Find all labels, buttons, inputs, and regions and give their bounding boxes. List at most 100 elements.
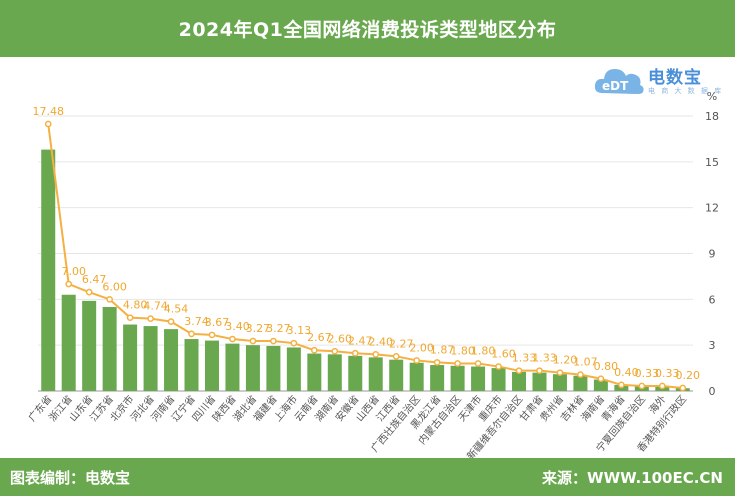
line-point xyxy=(270,337,277,345)
line-point xyxy=(147,315,154,322)
data-label: 3.40 xyxy=(225,320,250,333)
y-unit-label: % xyxy=(707,90,717,103)
line-point xyxy=(618,381,625,389)
data-label: 2.27 xyxy=(389,337,414,350)
data-label: 0.80 xyxy=(594,360,619,373)
line-point xyxy=(65,280,73,288)
data-label: 0.20 xyxy=(676,369,701,382)
line-point xyxy=(536,367,543,375)
line-point xyxy=(249,337,257,345)
data-label: 1.87 xyxy=(430,343,455,356)
line-point xyxy=(372,350,380,358)
data-label: 17.48 xyxy=(32,105,64,118)
line-point xyxy=(433,359,441,366)
y-tick-label: 18 xyxy=(705,110,719,123)
line-point xyxy=(44,120,52,128)
bar xyxy=(532,372,547,391)
y-tick-label: 6 xyxy=(709,293,716,306)
line-point xyxy=(351,349,359,357)
line-point xyxy=(495,363,502,370)
y-tick-label: 15 xyxy=(705,156,719,169)
line-point xyxy=(208,331,216,339)
line-point xyxy=(290,339,298,347)
line-point xyxy=(658,382,666,390)
y-tick-label: 12 xyxy=(705,202,719,215)
data-label: 2.67 xyxy=(307,331,332,344)
bar xyxy=(286,347,301,391)
svg-text:eDT: eDT xyxy=(602,79,629,93)
data-label: 3.27 xyxy=(246,322,271,335)
data-label: 1.80 xyxy=(471,345,496,358)
data-label: 2.00 xyxy=(409,341,434,354)
data-label: 0.40 xyxy=(614,366,639,379)
data-label: 7.00 xyxy=(61,265,86,278)
bar xyxy=(245,345,260,391)
data-label: 2.60 xyxy=(328,332,353,345)
bar xyxy=(225,343,240,391)
data-label: 3.74 xyxy=(184,315,209,328)
logo-text: 电数宝 xyxy=(648,68,702,88)
line-point xyxy=(310,346,318,354)
bar xyxy=(204,340,219,391)
data-label: 0.33 xyxy=(635,367,660,380)
y-tick-label: 3 xyxy=(709,339,716,352)
line-point xyxy=(85,288,93,296)
combo-chart: 0 3 6 9 12 15 18% 17.48 7.006.476.00 4.804.744.54… xyxy=(25,90,719,458)
logo: eDT 电数宝 电 商 大 数 据 库 xyxy=(592,59,732,101)
bar xyxy=(491,368,506,391)
bar xyxy=(409,362,424,391)
bar xyxy=(573,375,588,391)
bar xyxy=(368,357,383,391)
bar xyxy=(184,339,199,391)
data-label: 1.33 xyxy=(512,352,537,365)
data-label: 4.74 xyxy=(143,300,168,313)
cloud-logo-icon: eDT xyxy=(594,69,644,94)
bar xyxy=(430,365,445,391)
data-label: 1.80 xyxy=(450,345,475,358)
data-label: 3.67 xyxy=(205,316,230,329)
bar xyxy=(82,300,97,391)
line-point xyxy=(167,318,175,325)
series-line xyxy=(47,123,683,389)
data-label: 1.07 xyxy=(573,356,598,369)
line-point xyxy=(515,367,523,375)
line-point xyxy=(638,382,646,390)
data-label: 4.54 xyxy=(164,303,189,316)
footer-source: 来源：WWW.100EC.CN xyxy=(542,469,723,487)
line-point xyxy=(556,369,564,377)
bar xyxy=(123,324,138,391)
bar xyxy=(471,366,486,391)
data-label: 2.40 xyxy=(368,335,393,348)
y-tick-label: 9 xyxy=(709,248,716,261)
line-point xyxy=(454,360,461,367)
line-point xyxy=(597,375,605,383)
bar xyxy=(307,353,322,391)
data-label: 3.13 xyxy=(287,324,312,337)
bar xyxy=(348,355,363,391)
footer-credit: 图表编制：电数宝 xyxy=(10,469,131,487)
line-point xyxy=(331,347,339,355)
line-point xyxy=(392,352,400,360)
bar xyxy=(389,359,404,391)
bar xyxy=(143,326,158,391)
data-label: 0.33 xyxy=(655,367,680,380)
data-label: 2.47 xyxy=(348,334,373,347)
line-point xyxy=(229,335,236,343)
data-label: 1.33 xyxy=(532,352,557,365)
line-point xyxy=(679,384,687,392)
data-label: 3.27 xyxy=(266,322,291,335)
logo-subtext: 电 商 大 数 据 库 xyxy=(648,87,724,95)
footer-bar: 图表编制：电数宝 来源：WWW.100EC.CN xyxy=(0,458,735,496)
line-point xyxy=(577,371,584,379)
bar xyxy=(450,365,465,391)
chart-title: 2024年Q1全国网络消费投诉类型地区分布 xyxy=(178,19,557,41)
bar xyxy=(102,306,117,391)
y-tick-label: 0 xyxy=(709,385,716,398)
bar xyxy=(593,379,608,391)
line-point xyxy=(474,360,482,367)
line-point xyxy=(106,295,113,303)
bar xyxy=(61,294,76,391)
bar xyxy=(327,354,342,391)
bar xyxy=(266,345,281,391)
bar xyxy=(164,329,179,391)
